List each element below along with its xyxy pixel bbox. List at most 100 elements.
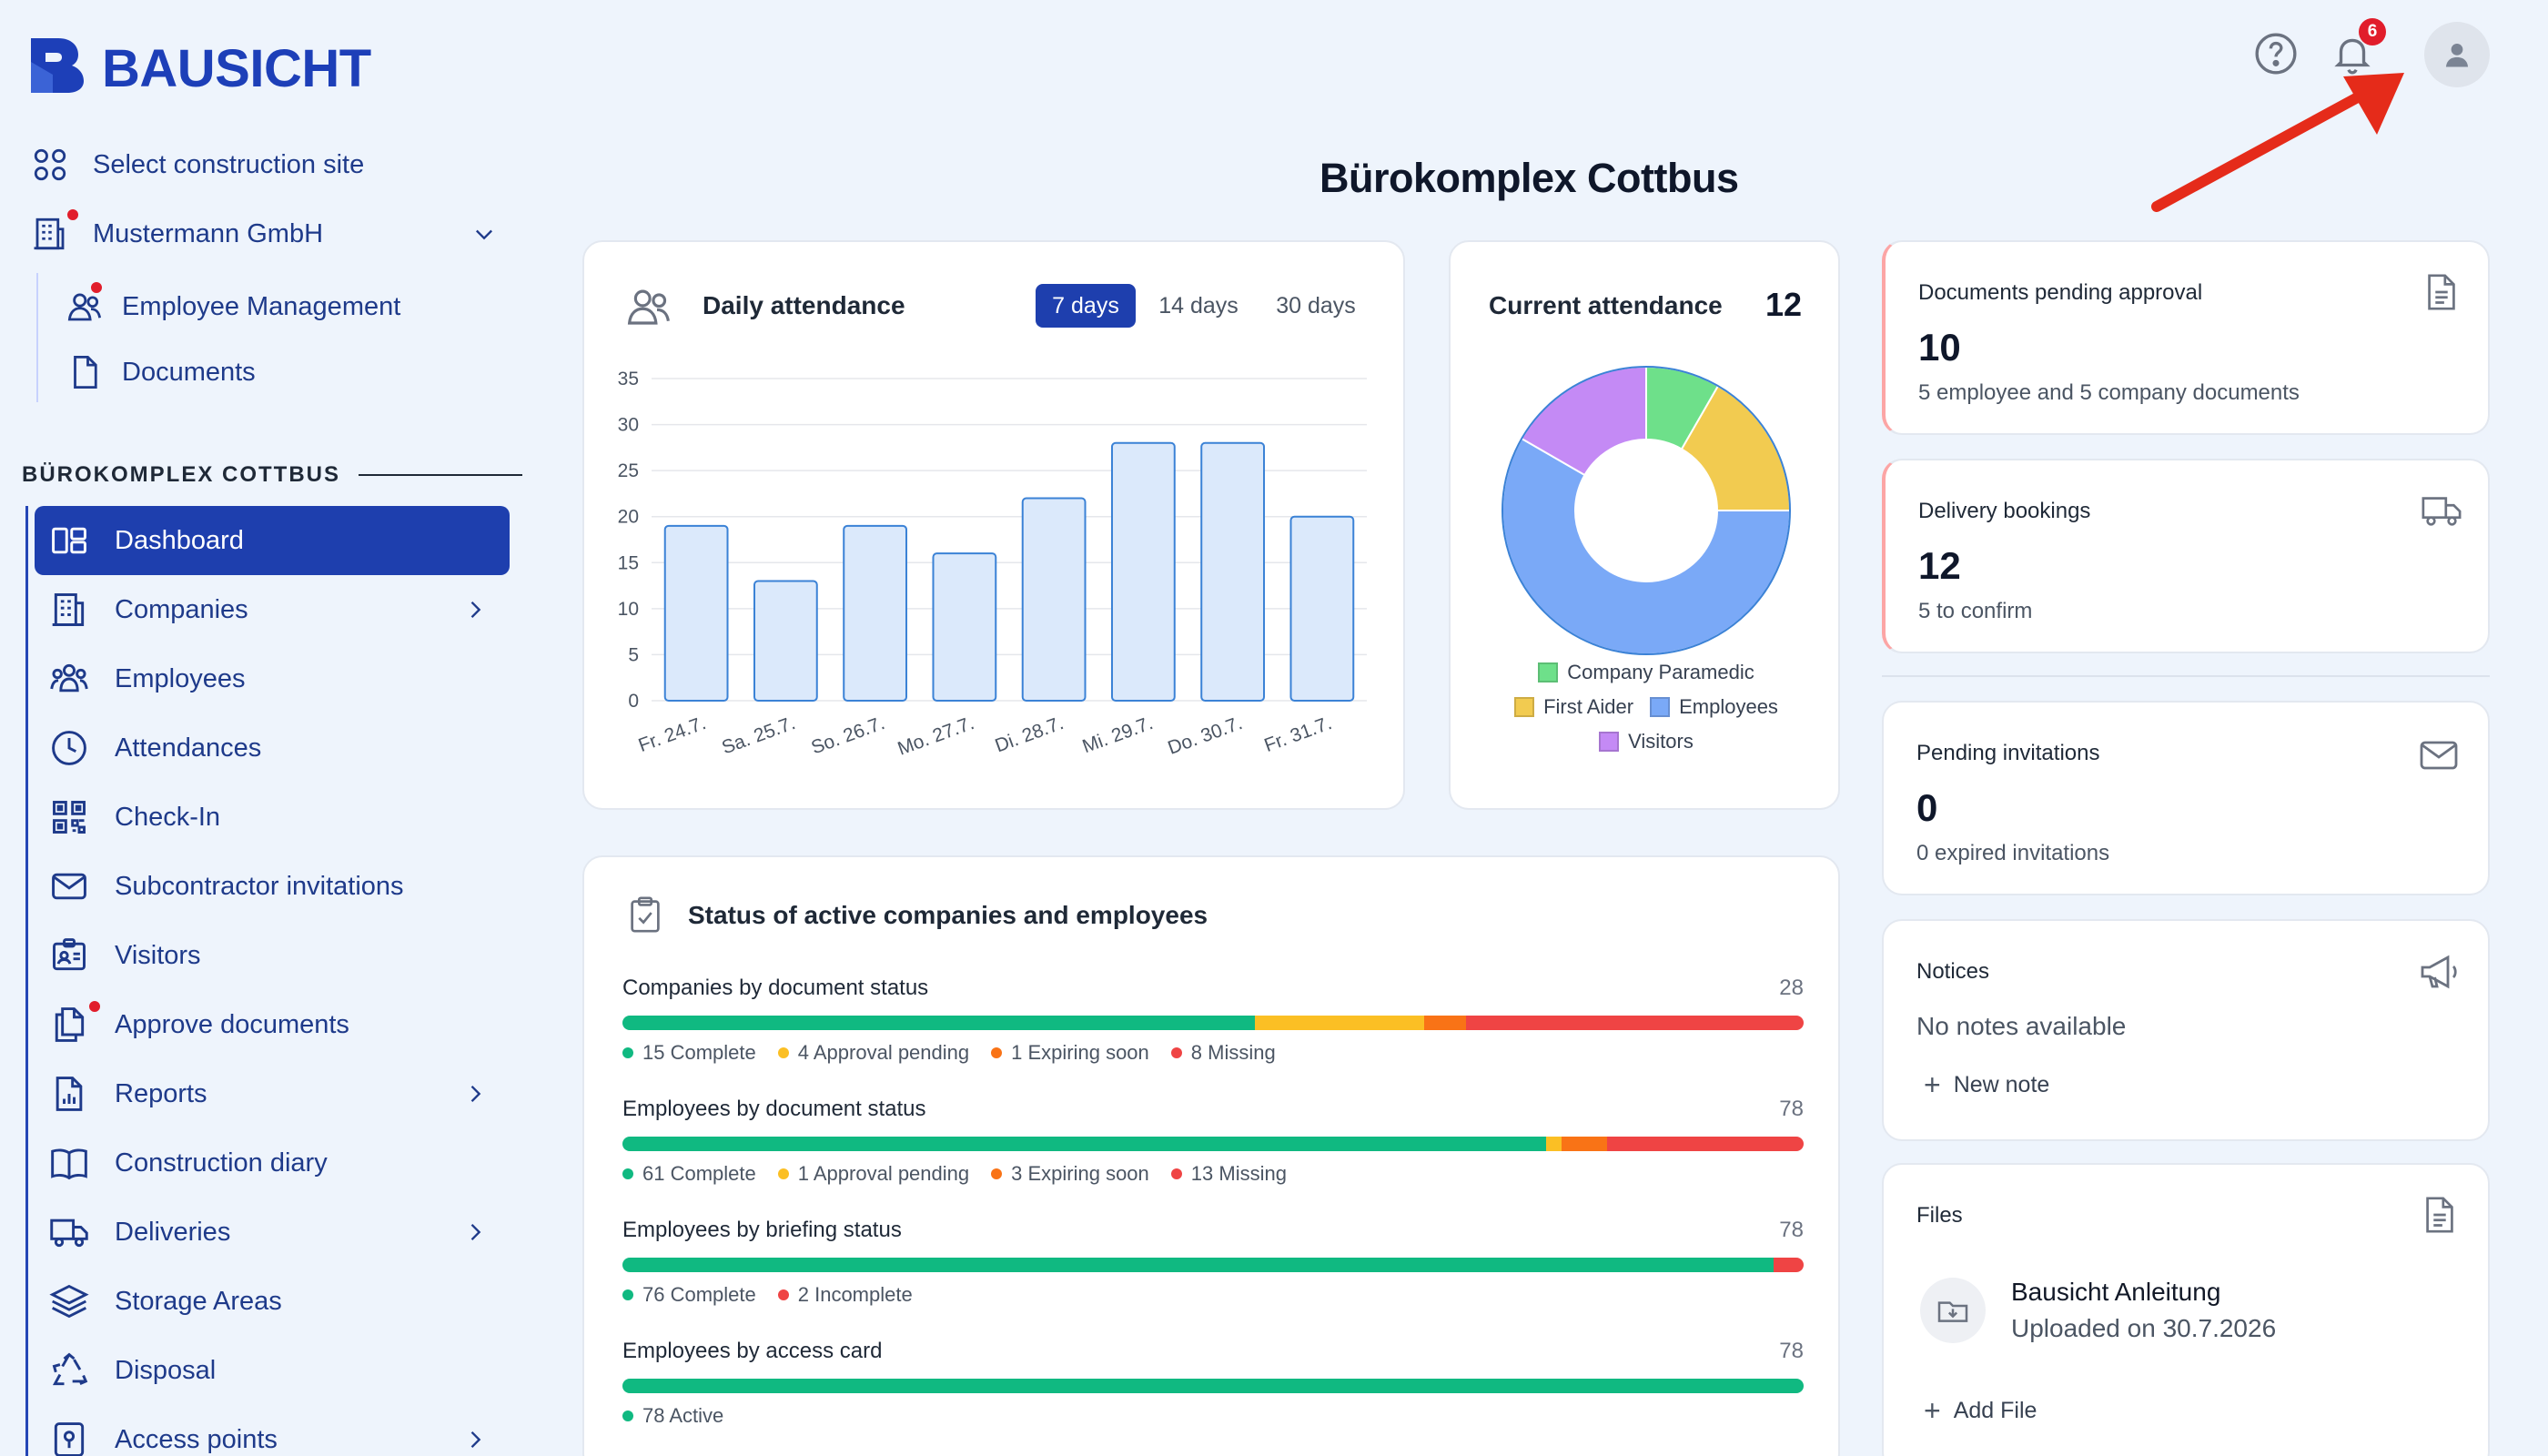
status-progress-bar (622, 1137, 1804, 1151)
sidebar-item-access-points[interactable]: Access points (35, 1405, 510, 1456)
daily-attendance-card: Daily attendance 7 days 14 days 30 days … (582, 240, 1405, 810)
status-bar-segment[interactable] (1255, 1016, 1424, 1030)
status-row: Employees by document status 78 61 Complet… (622, 1097, 1804, 1186)
help-icon[interactable] (2253, 31, 2299, 76)
status-bar-segment[interactable] (1606, 1137, 1804, 1151)
sidebar-item-label: Reports (115, 1078, 207, 1108)
x-tick-label: Fr. 31.7. (1261, 713, 1334, 756)
legend-item[interactable]: Company Paramedic (1538, 661, 1754, 684)
truck-icon (50, 1218, 88, 1248)
attendance-bar[interactable] (1289, 515, 1355, 702)
legend-swatch (1599, 732, 1620, 752)
document-icon (74, 355, 97, 389)
files-card: Files Bausicht Anleitung Uploaded on 30.… (1882, 1163, 2490, 1456)
current-attendance-card: Current attendance 12 Company Paramedic F… (1449, 240, 1840, 810)
company-selector[interactable]: Mustermann GmbH (31, 215, 497, 253)
status-bar-segment[interactable] (622, 1137, 1547, 1151)
documents-icon (55, 1007, 85, 1042)
pending-invitations-card[interactable]: Pending invitations 0 0 expired invitati… (1882, 701, 2490, 895)
y-tick-label: 15 (618, 552, 639, 573)
status-legend-item: 1 Approval pending (777, 1162, 970, 1186)
legend-item[interactable]: Employees (1650, 695, 1778, 719)
sidebar-item-reports[interactable]: Reports (35, 1059, 510, 1128)
nav-guide-line (25, 506, 28, 1456)
status-bar-segment[interactable] (622, 1379, 1804, 1393)
new-note-label: New note (1953, 1072, 2050, 1097)
tab-30-days[interactable]: 30 days (1276, 292, 1356, 318)
sidebar-item-dashboard[interactable]: Dashboard (35, 506, 510, 575)
megaphone-icon (2421, 955, 2457, 989)
employee-management-alert-dot (89, 280, 104, 295)
tab-14-days[interactable]: 14 days (1158, 292, 1239, 318)
x-tick-label: Fr. 24.7. (636, 713, 709, 756)
stat-value: 0 (1916, 786, 1938, 829)
sidebar-item-storage-areas[interactable]: Storage Areas (35, 1267, 510, 1336)
sidebar-item-deliveries[interactable]: Deliveries (35, 1198, 510, 1267)
sidebar-item-subcontractor-invitations[interactable]: Subcontractor invitations (35, 852, 510, 921)
truck-icon (2422, 497, 2462, 526)
status-legend-item: 2 Incomplete (777, 1283, 913, 1307)
new-note-button[interactable]: + New note (1924, 1068, 2049, 1102)
status-legend-label: 1 Expiring soon (1011, 1041, 1149, 1064)
attendance-bar[interactable] (843, 524, 908, 702)
status-legend-item: 61 Complete (622, 1162, 756, 1186)
people-icon (50, 663, 88, 693)
sidebar-item-employees[interactable]: Employees (35, 644, 510, 713)
user-avatar[interactable] (2424, 22, 2490, 87)
delivery-bookings-card[interactable]: Delivery bookings 12 5 to confirm (1882, 459, 2490, 653)
sidebar-item-label: Attendances (115, 733, 262, 763)
sidebar-item-visitors[interactable]: Visitors (35, 921, 510, 990)
chevron-right-icon (470, 1086, 481, 1102)
stat-label: Files (1916, 1203, 1963, 1228)
legend-label: Employees (1679, 695, 1778, 718)
attendance-bar[interactable] (932, 552, 997, 702)
sidebar-item-attendances[interactable]: Attendances (35, 713, 510, 783)
people-icon (627, 289, 670, 325)
status-legend-label: 15 Complete (642, 1041, 756, 1064)
attendance-bar[interactable] (1021, 497, 1087, 702)
documents-pending-card[interactable]: Documents pending approval 10 5 employee… (1882, 240, 2490, 435)
bell-icon[interactable] (2330, 31, 2375, 76)
status-legend-item: 76 Complete (622, 1283, 756, 1307)
attendance-bar[interactable] (1110, 441, 1176, 703)
people-icon (67, 293, 102, 321)
status-dot (1170, 1047, 1182, 1058)
sidebar-item-documents[interactable]: Documents (66, 353, 256, 391)
stat-label: Delivery bookings (1918, 499, 2091, 523)
current-attendance-donut (1502, 365, 1792, 655)
attendance-bar[interactable] (753, 580, 818, 702)
status-bar-segment[interactable] (1423, 1016, 1467, 1030)
status-bar-segment[interactable] (622, 1258, 1774, 1272)
select-construction-site-link[interactable]: Select construction site (31, 146, 364, 184)
legend-item[interactable]: Visitors (1599, 730, 1694, 753)
status-row-header: Employees by briefing status 78 (622, 1218, 1804, 1243)
clipboard-check-icon (631, 896, 660, 933)
sidebar-item-companies[interactable]: Companies (35, 575, 510, 644)
status-bar-segment[interactable] (1773, 1258, 1804, 1272)
attendance-bar[interactable] (663, 524, 729, 702)
status-legend-label: 4 Approval pending (797, 1041, 970, 1064)
status-legend-item: 1 Expiring soon (991, 1041, 1149, 1065)
y-tick-label: 30 (618, 415, 639, 436)
sidebar-item-approve-documents[interactable]: Approve documents (35, 990, 510, 1059)
file-thumbnail[interactable] (1920, 1278, 1986, 1343)
status-bar-segment[interactable] (1546, 1137, 1562, 1151)
submenu-guide-line (36, 273, 38, 402)
status-bar-segment[interactable] (1561, 1137, 1607, 1151)
attendance-bar[interactable] (1200, 441, 1266, 703)
sidebar-item-disposal[interactable]: Disposal (35, 1336, 510, 1405)
legend-item[interactable]: First Aider (1514, 695, 1633, 719)
sidebar-item-employee-management[interactable]: Employee Management (66, 288, 400, 326)
access-point-icon (54, 1422, 85, 1456)
status-dot (622, 1410, 633, 1421)
sidebar-item-construction-diary[interactable]: Construction diary (35, 1128, 510, 1198)
sidebar-item-check-in[interactable]: Check-In (35, 783, 510, 852)
file-name[interactable]: Bausicht Anleitung (2011, 1278, 2221, 1306)
status-bar-segment[interactable] (622, 1016, 1256, 1030)
status-legend-label: 1 Approval pending (797, 1162, 970, 1185)
status-row-total: 78 (1779, 1218, 1804, 1242)
add-file-button[interactable]: + Add File (1924, 1394, 2037, 1428)
tab-7-days[interactable]: 7 days (1036, 284, 1136, 328)
legend-label: First Aider (1543, 695, 1634, 718)
status-bar-segment[interactable] (1466, 1016, 1804, 1030)
